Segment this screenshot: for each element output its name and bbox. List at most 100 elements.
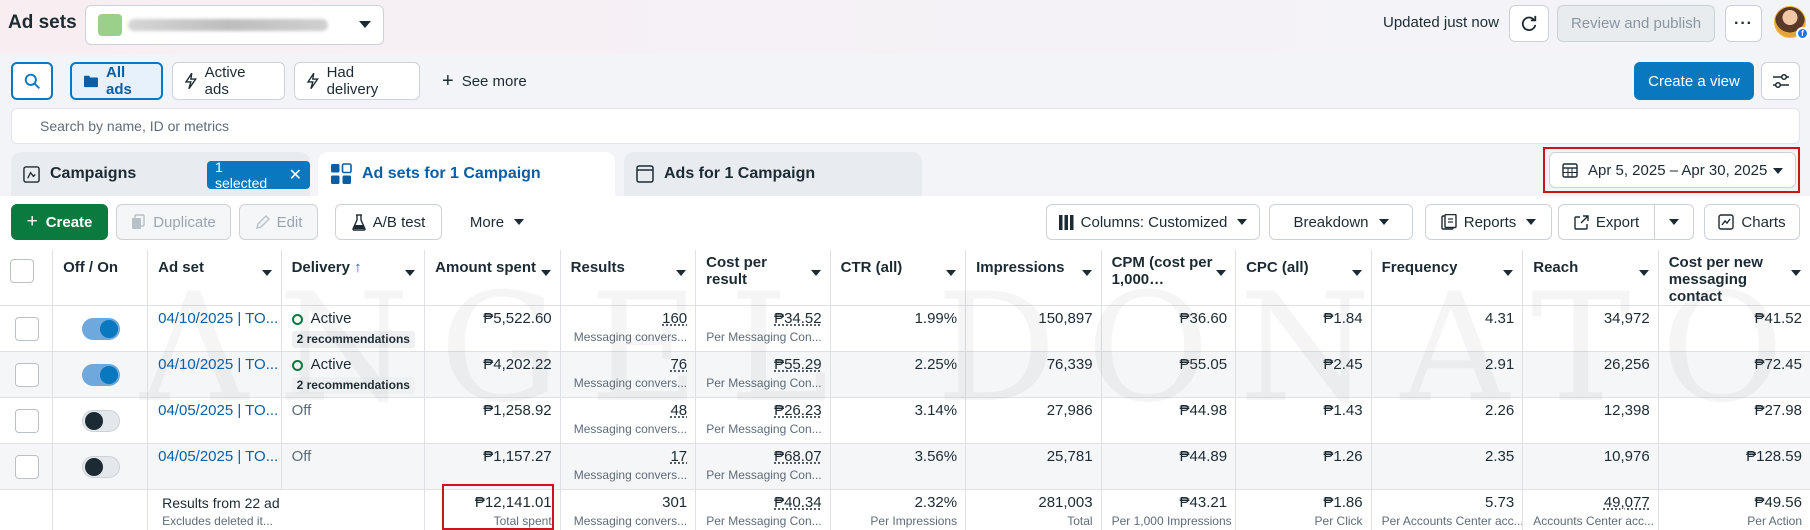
edit-button[interactable]: Edit	[239, 204, 318, 240]
cpc-value: ₱1.43	[1323, 402, 1363, 419]
table-row[interactable]: 04/05/2025 | TO... Off ₱1,157.27 17 Messagin…	[0, 443, 1810, 490]
chevron-down-icon[interactable]	[1503, 270, 1514, 276]
row-checkbox[interactable]	[15, 409, 40, 433]
results-value[interactable]: 76	[670, 356, 688, 373]
on-off-toggle[interactable]	[82, 456, 121, 478]
chevron-down-icon[interactable]	[946, 270, 957, 276]
frequency-cell: 4.31	[1370, 305, 1523, 352]
results-value[interactable]: 48	[670, 402, 688, 419]
col-impressions[interactable]: Impressions	[965, 250, 1102, 306]
ad-account-select[interactable]	[85, 5, 384, 45]
results-value[interactable]: 160	[662, 310, 688, 327]
export-button[interactable]: Export	[1558, 204, 1655, 240]
ad-set-name-link[interactable]: 04/10/2025 | TO...	[158, 356, 279, 373]
results-value[interactable]: 17	[670, 448, 688, 465]
selected-count-badge[interactable]: 1 selected ✕	[207, 159, 310, 191]
col-reach[interactable]: Reach	[1522, 250, 1659, 306]
chevron-down-icon[interactable]	[405, 270, 416, 276]
reach-cell: 10,976	[1522, 443, 1659, 490]
ab-test-button[interactable]: A/B test	[335, 204, 442, 240]
col-cpm[interactable]: CPM (cost per 1,000…	[1100, 250, 1236, 306]
chevron-down-icon[interactable]	[676, 270, 687, 276]
cost-per-result-value[interactable]: ₱68.07	[774, 448, 822, 465]
export-options-button[interactable]	[1654, 204, 1694, 240]
row-toggle-cell	[52, 443, 148, 490]
create-view-button[interactable]: Create a view	[1634, 62, 1754, 100]
delivery-status-label: Active	[310, 356, 352, 373]
filter-all-ads[interactable]: All ads	[70, 62, 163, 100]
ctr-cell: 1.99%	[829, 305, 966, 352]
totals-cpmc-cell: ₱49.56 Per Action	[1657, 489, 1810, 530]
more-options-button[interactable]: ···	[1725, 5, 1762, 42]
on-off-toggle[interactable]	[82, 318, 121, 340]
col-ctr[interactable]: CTR (all)	[829, 250, 966, 306]
tab-campaigns[interactable]: Campaigns 1 selected ✕	[11, 152, 310, 196]
chevron-down-icon[interactable]	[540, 270, 551, 276]
chevron-down-icon[interactable]	[1791, 270, 1801, 276]
cpc-value: ₱2.45	[1323, 356, 1363, 373]
view-settings-button[interactable]	[1761, 62, 1800, 100]
row-checkbox[interactable]	[15, 317, 40, 341]
search-toggle-button[interactable]	[11, 62, 53, 100]
col-amount-spent[interactable]: Amount spent	[424, 250, 561, 306]
cost-per-result-value[interactable]: ₱34.52	[774, 310, 822, 327]
col-off-on[interactable]: Off / On	[52, 250, 148, 306]
avatar[interactable]	[1774, 6, 1806, 38]
close-icon[interactable]: ✕	[288, 167, 302, 184]
refresh-button[interactable]	[1509, 5, 1549, 42]
chevron-down-icon[interactable]	[810, 270, 821, 276]
duplicate-button[interactable]: Duplicate	[116, 204, 231, 240]
see-more-filters[interactable]: + See more	[430, 62, 540, 100]
table-row[interactable]: 04/10/2025 | TO... Active 2 recommendation…	[0, 305, 1810, 352]
col-frequency[interactable]: Frequency	[1370, 250, 1523, 306]
totals-cpc: ₱1.86	[1323, 494, 1363, 511]
charts-button[interactable]: Charts	[1704, 204, 1800, 240]
cost-per-result-value[interactable]: ₱26.23	[774, 402, 822, 419]
ad-set-name-cell: 04/10/2025 | TO...	[147, 351, 282, 398]
chevron-down-icon[interactable]	[261, 270, 272, 276]
chevron-down-icon[interactable]	[1638, 270, 1649, 276]
select-all-checkbox[interactable]	[10, 259, 34, 283]
col-cpc[interactable]: CPC (all)	[1235, 250, 1372, 306]
cost-per-result-value[interactable]: ₱55.29	[774, 356, 822, 373]
chevron-down-icon[interactable]	[1351, 270, 1362, 276]
date-range-picker[interactable]: Apr 5, 2025 – Apr 30, 2025	[1549, 152, 1796, 188]
breakdown-button[interactable]: Breakdown	[1269, 204, 1413, 240]
tab-ads[interactable]: Ads for 1 Campaign	[624, 152, 922, 196]
table-row[interactable]: 04/05/2025 | TO... Off ₱1,258.92 48 Messagin…	[0, 397, 1810, 444]
delivery-status-label: Off	[291, 448, 312, 465]
more-actions-button[interactable]: More	[452, 204, 542, 240]
account-logo-icon	[98, 14, 122, 36]
sliders-icon	[1772, 73, 1789, 89]
filter-active-ads[interactable]: Active ads	[172, 62, 285, 100]
reports-button[interactable]: Reports	[1425, 204, 1552, 240]
impressions-cell: 25,781	[965, 443, 1102, 490]
ad-set-name-link[interactable]: 04/10/2025 | TO...	[158, 310, 279, 327]
columns-button[interactable]: Columns: Customized	[1046, 204, 1260, 240]
tab-ad-sets[interactable]: Ad sets for 1 Campaign	[318, 152, 615, 196]
chevron-down-icon[interactable]	[1081, 270, 1092, 276]
col-results[interactable]: Results	[559, 250, 696, 306]
create-button[interactable]: + Create	[11, 204, 108, 240]
chevron-down-icon[interactable]	[1216, 270, 1227, 276]
search-input[interactable]: Search by name, ID or metrics	[11, 108, 1800, 144]
row-checkbox[interactable]	[15, 455, 40, 479]
recommendations-badge[interactable]: 2 recommendations	[291, 377, 415, 394]
filter-had-delivery[interactable]: Had delivery	[294, 62, 420, 100]
col-cost-per-result[interactable]: Cost per result	[695, 250, 831, 306]
sort-up-icon[interactable]: ↑	[354, 259, 362, 276]
recommendations-badge[interactable]: 2 recommendations	[291, 331, 415, 348]
table-row[interactable]: 04/10/2025 | TO... Active 2 recommendation…	[0, 351, 1810, 398]
on-off-toggle[interactable]	[82, 364, 121, 386]
ad-set-name-link[interactable]: 04/05/2025 | TO...	[158, 448, 279, 465]
col-ad-set[interactable]: Ad set	[147, 250, 282, 306]
col-delivery[interactable]: Delivery ↑	[280, 250, 425, 306]
review-and-publish-button[interactable]: Review and publish	[1557, 5, 1715, 42]
row-checkbox[interactable]	[15, 363, 40, 387]
duplicate-label: Duplicate	[153, 213, 216, 231]
col-cost-per-messaging-contact[interactable]: Cost per new messaging contact	[1657, 250, 1810, 306]
active-status-icon	[291, 359, 303, 371]
ad-set-name-link[interactable]: 04/05/2025 | TO...	[158, 402, 279, 419]
filter-had-delivery-label: Had delivery	[326, 64, 379, 98]
on-off-toggle[interactable]	[82, 410, 121, 432]
